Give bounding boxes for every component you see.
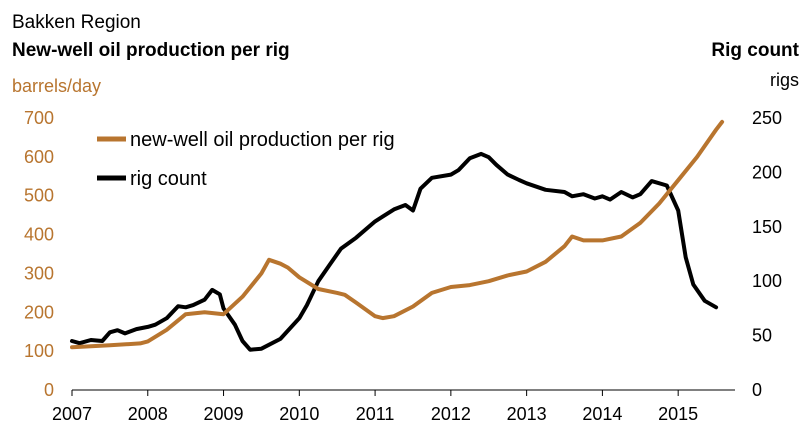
x-tick-label: 2008: [128, 404, 168, 424]
left-tick-label: 400: [24, 225, 54, 245]
legend-label-rig-count: rig count: [130, 168, 207, 190]
left-axis-unit-label: barrels/day: [12, 76, 101, 96]
x-tick-label: 2013: [507, 404, 547, 424]
left-tick-label: 0: [44, 380, 54, 400]
legend-label-production: new-well oil production per rig: [130, 129, 395, 151]
x-tick-label: 2015: [658, 404, 698, 424]
x-tick-label: 2011: [356, 404, 395, 424]
x-tick-label: 2007: [52, 404, 92, 424]
right-tick-label: 100: [752, 271, 782, 291]
left-tick-label: 200: [24, 302, 54, 322]
x-tick-label: 2012: [431, 404, 471, 424]
x-axis-ticks: 2007 2008 2009 2010 2011 2012 2013 2014 2015: [52, 390, 698, 424]
right-axis-title: Rig count: [711, 40, 799, 61]
right-tick-label: 250: [752, 108, 782, 128]
left-axis-ticks: 0 100 200 300 400 500 600 700: [24, 108, 54, 400]
right-axis-unit-label: rigs: [770, 70, 799, 90]
chart-title: New-well oil production per rig: [12, 40, 290, 61]
x-tick-label: 2010: [279, 404, 319, 424]
x-tick-label: 2014: [582, 404, 622, 424]
left-tick-label: 300: [24, 263, 54, 283]
region-label: Bakken Region: [12, 12, 141, 33]
right-tick-label: 150: [752, 217, 782, 237]
right-tick-label: 200: [752, 162, 782, 182]
legend: new-well oil production per rig rig coun…: [97, 129, 395, 190]
series-line-rig-count: [70, 151, 719, 352]
left-tick-label: 100: [24, 341, 54, 361]
right-axis-ticks: 0 50 100 150 200 250: [752, 108, 782, 400]
right-tick-label: 0: [752, 380, 762, 400]
left-tick-label: 700: [24, 108, 54, 128]
right-tick-label: 50: [752, 326, 772, 346]
series-line-production: [70, 119, 725, 350]
left-tick-label: 600: [24, 147, 54, 167]
left-tick-label: 500: [24, 186, 54, 206]
x-tick-label: 2009: [204, 404, 244, 424]
